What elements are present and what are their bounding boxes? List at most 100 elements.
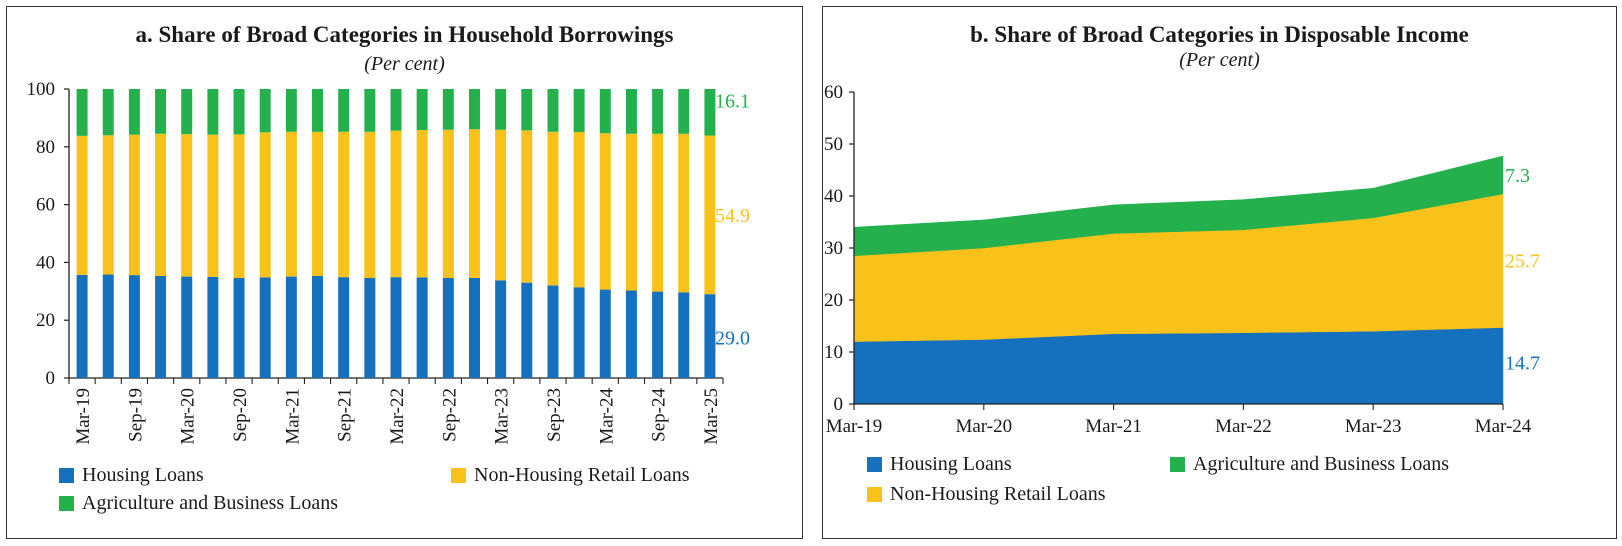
legend-label: Non-Housing Retail Loans [474,464,690,486]
bar-nonhousing [207,134,219,277]
chart-title: b. Share of Broad Categories in Disposab… [970,22,1469,47]
bar-agri [521,89,533,131]
x-tick-label: Mar-24 [596,388,617,445]
bar-housing [573,287,585,378]
bar-housing [442,278,454,378]
bar-housing [102,274,114,378]
bar-housing [364,278,376,378]
y-tick-label: 30 [824,238,843,259]
y-tick-label: 0 [834,394,844,415]
x-tick-label: Mar-23 [1345,416,1402,437]
bar-housing [285,276,297,378]
x-tick-label: Mar-22 [387,388,408,445]
x-tick-label: Mar-19 [73,388,94,445]
bar-agri [599,89,611,134]
bar-housing [338,277,350,378]
y-tick-label: 40 [824,186,843,207]
legend-label: Agriculture and Business Loans [1193,453,1450,475]
bar-housing [207,276,219,378]
legend-label: Housing Loans [890,453,1012,475]
y-tick-label: 20 [36,310,55,331]
y-tick-label: 10 [824,342,843,363]
area-agri [853,155,1504,257]
bar-agri [364,89,376,132]
x-tick-label: Sep-24 [649,388,670,442]
bar-chart: 0 20 40 60 80 100 Mar-19 Sep-19 Mar-20 Sep-20 Mar-… [27,79,751,445]
legend-item-agri: Agriculture and Business Loans [1170,453,1449,476]
x-tick-label: Mar-20 [178,388,199,445]
bar-agri [155,89,167,134]
bar-nonhousing [259,132,271,278]
bar-nonhousing [599,133,611,290]
x-tick-label: Mar-21 [282,388,303,445]
legend-item-nonhousing: Non-Housing Retail Loans [451,464,690,487]
bar-housing [625,290,637,378]
y-tick-label: 40 [36,252,55,273]
legend-item-housing: Housing Loans [867,453,1012,476]
legend-swatch-housing [59,468,74,483]
x-tick-label: Mar-20 [955,416,1012,437]
bar-nonhousing [102,135,114,275]
bar-housing [390,277,402,378]
bar-nonhousing [547,131,559,286]
x-tick-label: Mar-22 [1215,416,1272,437]
bar-housing [416,277,428,378]
legend-label: Agriculture and Business Loans [82,492,339,514]
bar-agri [181,89,193,135]
chart-subtitle: (Per cent) [1179,49,1260,71]
bar-agri [76,89,88,136]
y-tick-label: 50 [824,134,843,155]
y-tick-label: 60 [36,195,55,216]
bar-agri [704,89,716,136]
bar-nonhousing [155,133,167,276]
bar-nonhousing [521,130,533,283]
legend-swatch-nonhousing [867,487,882,502]
bar-nonhousing [285,131,297,277]
bar-agri [573,89,585,133]
end-label-housing: 14.7 [1505,352,1540,374]
end-label-agri: 16.1 [715,91,750,113]
bar-agri [495,89,507,130]
bar-agri [625,89,637,134]
panel-household-borrowings: a. Share of Broad Categories in Househol… [6,6,803,539]
y-tick-label: 100 [27,79,56,100]
bar-agri [128,89,140,135]
bar-agri [338,89,350,132]
x-tick-label: Sep-23 [544,388,565,442]
bar-nonhousing [76,135,88,275]
bar-agri [547,89,559,132]
y-tick-label: 80 [36,137,55,158]
x-tick-label: Mar-19 [826,416,883,437]
bar-housing [128,275,140,378]
bar-nonhousing [442,129,454,279]
bar-housing [259,277,271,378]
bar-agri [442,89,454,130]
x-tick-label: Sep-20 [230,388,251,442]
bar-agri [102,89,114,136]
bar-housing [155,275,167,378]
bar-housing [521,282,533,378]
legend-swatch-agri [59,496,74,511]
bar-housing [468,278,480,378]
bar-nonhousing [181,134,193,277]
bar-nonhousing [678,133,690,293]
panel-disposable-income: b. Share of Broad Categories in Disposab… [822,6,1617,539]
chart-subtitle: (Per cent) [364,53,445,75]
bar-agri [207,89,219,135]
bar-housing [181,276,193,378]
bar-agri [652,89,664,134]
bar-nonhousing [128,134,140,276]
bar-nonhousing [625,133,637,291]
bar-housing [704,294,716,378]
bar-nonhousing [573,132,585,288]
bar-housing [233,278,245,378]
y-tick-label: 60 [824,82,843,103]
end-label-housing: 29.0 [715,328,750,350]
bar-nonhousing [390,130,402,278]
bar-housing [599,289,611,378]
bar-agri [259,89,271,133]
bar-agri [285,89,297,132]
legend-item-housing: Housing Loans [59,464,204,487]
x-tick-label: Sep-19 [125,388,146,442]
bar-nonhousing [495,129,507,281]
